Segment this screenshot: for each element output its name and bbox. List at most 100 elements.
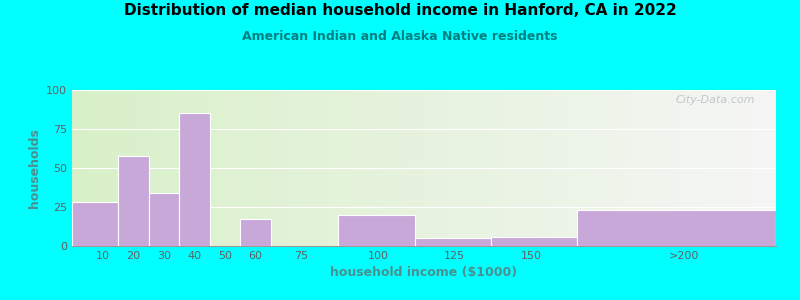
Bar — [100, 90, 104, 246]
Bar — [575, 90, 579, 246]
Bar — [181, 90, 185, 246]
Bar — [213, 90, 216, 246]
Bar — [266, 90, 269, 246]
Bar — [491, 237, 577, 246]
Bar — [415, 238, 491, 246]
Bar — [554, 90, 558, 246]
Text: Distribution of median household income in Hanford, CA in 2022: Distribution of median household income … — [124, 3, 676, 18]
Bar — [558, 90, 562, 246]
Bar — [163, 90, 167, 246]
Bar — [421, 90, 424, 246]
Bar — [762, 90, 766, 246]
Bar — [146, 90, 150, 246]
Bar — [107, 90, 110, 246]
Bar — [530, 90, 533, 246]
Bar — [346, 90, 350, 246]
Bar — [670, 90, 674, 246]
Bar — [382, 90, 386, 246]
Bar — [389, 90, 392, 246]
Bar — [276, 90, 280, 246]
Bar — [470, 90, 474, 246]
Bar — [614, 90, 618, 246]
Bar — [618, 90, 621, 246]
Text: City-Data.com: City-Data.com — [675, 95, 755, 105]
Bar — [748, 90, 751, 246]
Bar — [110, 90, 114, 246]
Bar — [738, 90, 741, 246]
Bar — [86, 90, 90, 246]
Y-axis label: households: households — [27, 128, 41, 208]
Bar — [572, 90, 575, 246]
Bar — [410, 90, 414, 246]
Bar — [593, 90, 597, 246]
Bar — [691, 90, 695, 246]
Bar — [646, 90, 650, 246]
Bar — [755, 90, 758, 246]
Bar — [104, 90, 107, 246]
Bar — [157, 90, 160, 246]
Bar — [424, 90, 427, 246]
Bar — [449, 90, 452, 246]
Bar — [653, 90, 656, 246]
Bar — [734, 90, 738, 246]
Bar — [660, 90, 663, 246]
Bar — [198, 90, 202, 246]
Bar — [706, 90, 709, 246]
Bar — [702, 90, 706, 246]
Bar — [230, 90, 234, 246]
Bar — [565, 90, 568, 246]
Bar — [343, 90, 346, 246]
Bar — [773, 90, 776, 246]
Bar — [361, 90, 364, 246]
Bar — [480, 90, 484, 246]
Bar — [72, 90, 75, 246]
Bar — [174, 90, 178, 246]
Bar — [769, 90, 773, 246]
Bar — [304, 90, 308, 246]
Bar — [336, 90, 339, 246]
Bar — [195, 90, 198, 246]
Bar — [118, 90, 122, 246]
Bar — [744, 90, 748, 246]
Bar — [713, 90, 716, 246]
Bar — [315, 90, 318, 246]
Bar — [632, 90, 635, 246]
Bar — [434, 90, 438, 246]
Bar — [502, 90, 505, 246]
Bar — [431, 90, 434, 246]
Bar — [139, 90, 142, 246]
Bar — [72, 202, 118, 246]
Bar — [248, 90, 251, 246]
Bar — [487, 90, 491, 246]
Bar — [149, 193, 179, 246]
Bar — [730, 90, 734, 246]
Bar — [427, 90, 431, 246]
Bar — [118, 155, 149, 246]
Bar — [698, 90, 702, 246]
Bar — [462, 90, 466, 246]
Bar — [474, 90, 477, 246]
Bar — [311, 90, 315, 246]
Bar — [650, 90, 653, 246]
Bar — [333, 90, 336, 246]
Text: American Indian and Alaska Native residents: American Indian and Alaska Native reside… — [242, 30, 558, 43]
Bar — [406, 90, 410, 246]
Bar — [357, 90, 361, 246]
Bar — [716, 90, 720, 246]
Bar — [97, 90, 100, 246]
Bar — [442, 90, 445, 246]
Bar — [241, 90, 245, 246]
Bar — [206, 90, 210, 246]
Bar — [202, 90, 206, 246]
Bar — [290, 90, 294, 246]
Bar — [329, 90, 333, 246]
Bar — [386, 90, 389, 246]
Bar — [586, 90, 590, 246]
Bar — [378, 90, 382, 246]
Bar — [185, 90, 188, 246]
Bar — [170, 90, 174, 246]
Bar — [240, 220, 271, 246]
Bar — [82, 90, 86, 246]
Bar — [125, 90, 128, 246]
Bar — [178, 90, 181, 246]
